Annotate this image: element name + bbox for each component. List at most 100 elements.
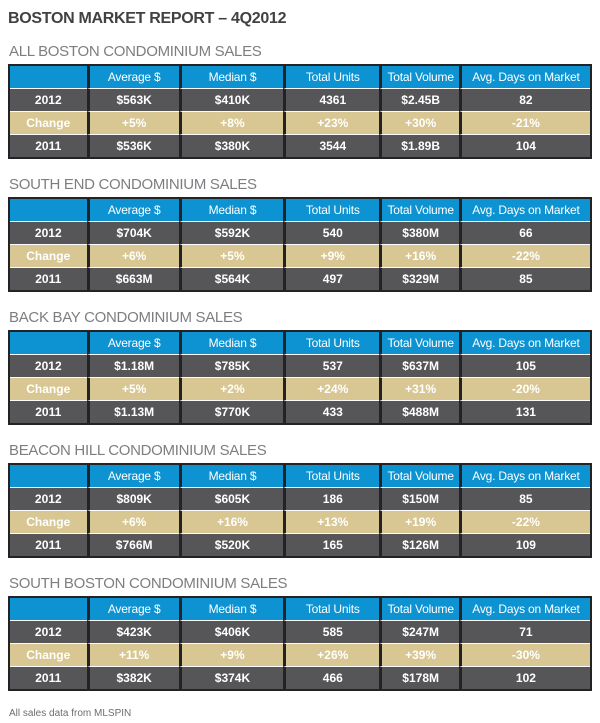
- table-cell: $126M: [379, 533, 459, 556]
- table-cell: +16%: [178, 510, 284, 533]
- table-row-change: Change +5% +2% +24% +31% -20%: [10, 377, 590, 400]
- column-header: Avg. Days on Market: [458, 598, 590, 620]
- column-header: Average $: [86, 598, 179, 620]
- table-cell: -22%: [458, 244, 590, 267]
- sales-table: Average $ Median $ Total Units Total Vol…: [8, 596, 592, 691]
- corner-cell: [10, 598, 87, 620]
- row-label: 2012: [10, 620, 87, 643]
- table-cell: -30%: [458, 643, 590, 666]
- section-south-boston: SOUTH BOSTON CONDOMINIUM SALES Average $…: [8, 575, 592, 691]
- table-cell: $488M: [379, 400, 459, 423]
- table-cell: 540: [283, 221, 380, 244]
- sales-table: Average $ Median $ Total Units Total Vol…: [8, 64, 592, 159]
- table-cell: $1.89B: [379, 134, 459, 157]
- table-cell: $1.18M: [86, 354, 179, 377]
- table-cell: +19%: [379, 510, 459, 533]
- table-row-2011: 2011 $766M $520K 165 $126M 109: [10, 533, 590, 556]
- row-label: 2012: [10, 221, 87, 244]
- table-cell: $809K: [86, 487, 179, 510]
- table-row-2012: 2012 $809K $605K 186 $150M 85: [10, 487, 590, 510]
- table-cell: $520K: [178, 533, 284, 556]
- corner-cell: [10, 199, 87, 221]
- section-heading: ALL BOSTON CONDOMINIUM SALES: [9, 43, 262, 60]
- table-cell: 433: [283, 400, 380, 423]
- column-header: Median $: [178, 66, 284, 88]
- table-cell: 585: [283, 620, 380, 643]
- corner-cell: [10, 66, 87, 88]
- table-cell: +31%: [379, 377, 459, 400]
- section-all-boston: ALL BOSTON CONDOMINIUM SALES Average $ M…: [8, 43, 592, 159]
- table-cell: $704K: [86, 221, 179, 244]
- section-heading: BEACON HILL CONDOMINIUM SALES: [9, 442, 267, 459]
- table-cell: 104: [458, 134, 590, 157]
- column-header: Median $: [178, 199, 284, 221]
- table-cell: +9%: [283, 244, 380, 267]
- table-cell: $380K: [178, 134, 284, 157]
- table-cell: 131: [458, 400, 590, 423]
- table-cell: -21%: [458, 111, 590, 134]
- table-cell: $2.45B: [379, 88, 459, 111]
- table-cell: $563K: [86, 88, 179, 111]
- table-cell: $605K: [178, 487, 284, 510]
- row-label: Change: [10, 643, 87, 666]
- section-heading: SOUTH END CONDOMINIUM SALES: [9, 176, 257, 193]
- corner-cell: [10, 465, 87, 487]
- table-cell: +2%: [178, 377, 284, 400]
- row-label: 2012: [10, 354, 87, 377]
- column-header: Median $: [178, 598, 284, 620]
- table-row-2012: 2012 $563K $410K 4361 $2.45B 82: [10, 88, 590, 111]
- table-cell: 82: [458, 88, 590, 111]
- table-cell: +5%: [178, 244, 284, 267]
- table-cell: 85: [458, 487, 590, 510]
- column-header: Avg. Days on Market: [458, 66, 590, 88]
- table-cell: $536K: [86, 134, 179, 157]
- table-cell: 105: [458, 354, 590, 377]
- section-heading: BACK BAY CONDOMINIUM SALES: [9, 309, 243, 326]
- section-back-bay: BACK BAY CONDOMINIUM SALES Average $ Med…: [8, 309, 592, 425]
- table-cell: $410K: [178, 88, 284, 111]
- row-label: Change: [10, 244, 87, 267]
- table-cell: $663M: [86, 267, 179, 290]
- header-row: Average $ Median $ Total Units Total Vol…: [10, 465, 590, 487]
- table-cell: +16%: [379, 244, 459, 267]
- table-row-change: Change +11% +9% +26% +39% -30%: [10, 643, 590, 666]
- table-row-change: Change +5% +8% +23% +30% -21%: [10, 111, 590, 134]
- table-row-2011: 2011 $663M $564K 497 $329M 85: [10, 267, 590, 290]
- column-header: Total Volume: [379, 465, 459, 487]
- table-cell: $766M: [86, 533, 179, 556]
- table-cell: 497: [283, 267, 380, 290]
- column-header: Avg. Days on Market: [458, 199, 590, 221]
- table-cell: $592K: [178, 221, 284, 244]
- column-header: Total Units: [283, 465, 380, 487]
- column-header: Average $: [86, 465, 179, 487]
- section-beacon-hill: BEACON HILL CONDOMINIUM SALES Average $ …: [8, 442, 592, 558]
- column-header: Total Volume: [379, 598, 459, 620]
- table-cell: +6%: [86, 244, 179, 267]
- table-cell: 186: [283, 487, 380, 510]
- table-cell: +30%: [379, 111, 459, 134]
- row-label: 2011: [10, 134, 87, 157]
- source-note: All sales data from MLSPIN: [9, 708, 132, 719]
- row-label: 2011: [10, 533, 87, 556]
- column-header: Total Volume: [379, 332, 459, 354]
- column-header: Median $: [178, 332, 284, 354]
- row-label: 2012: [10, 487, 87, 510]
- table-cell: 3544: [283, 134, 380, 157]
- table-cell: $637M: [379, 354, 459, 377]
- row-label: 2011: [10, 267, 87, 290]
- table-cell: 71: [458, 620, 590, 643]
- table-cell: +11%: [86, 643, 179, 666]
- table-row-change: Change +6% +16% +13% +19% -22%: [10, 510, 590, 533]
- column-header: Total Units: [283, 332, 380, 354]
- column-header: Avg. Days on Market: [458, 465, 590, 487]
- table-cell: $423K: [86, 620, 179, 643]
- sales-table: Average $ Median $ Total Units Total Vol…: [8, 330, 592, 425]
- row-label: Change: [10, 510, 87, 533]
- column-header: Average $: [86, 332, 179, 354]
- table-cell: 85: [458, 267, 590, 290]
- table-cell: $380M: [379, 221, 459, 244]
- table-cell: +26%: [283, 643, 380, 666]
- table-cell: +9%: [178, 643, 284, 666]
- section-south-end: SOUTH END CONDOMINIUM SALES Average $ Me…: [8, 176, 592, 292]
- table-cell: $1.13M: [86, 400, 179, 423]
